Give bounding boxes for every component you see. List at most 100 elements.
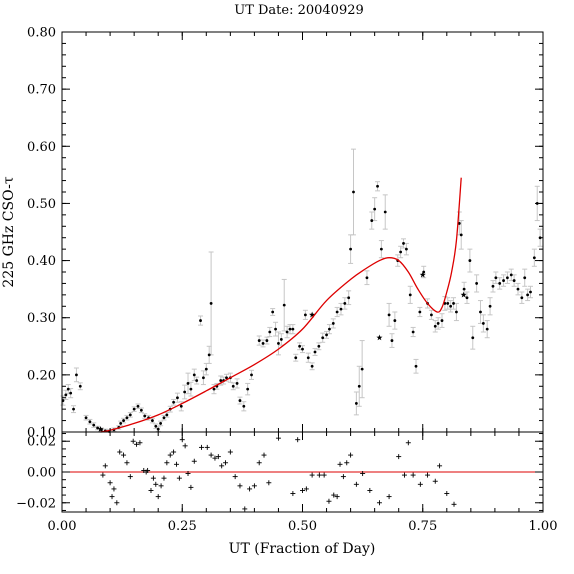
data-point bbox=[288, 327, 292, 331]
data-point bbox=[310, 364, 314, 368]
residual-y-tick-label: 0.02 bbox=[27, 435, 56, 450]
residual-point bbox=[185, 471, 191, 477]
data-point bbox=[532, 256, 536, 260]
data-point bbox=[399, 250, 403, 254]
residual-point bbox=[303, 486, 309, 492]
data-point bbox=[325, 333, 328, 337]
residual-point bbox=[300, 487, 305, 493]
residual-plot-frame bbox=[61, 431, 544, 513]
main-data-points bbox=[61, 184, 542, 433]
data-point bbox=[317, 344, 321, 348]
data-point bbox=[189, 387, 193, 391]
data-point bbox=[313, 350, 317, 354]
data-point bbox=[186, 382, 190, 385]
residual-point bbox=[208, 452, 214, 458]
data-point bbox=[172, 400, 175, 404]
data-point bbox=[136, 404, 140, 408]
residual-point bbox=[432, 478, 438, 484]
residual-point bbox=[321, 472, 327, 478]
data-point bbox=[404, 247, 408, 251]
data-point bbox=[162, 416, 166, 420]
y-tick-label: 0.70 bbox=[27, 83, 56, 98]
data-point bbox=[365, 276, 369, 280]
residual-point bbox=[164, 460, 170, 466]
data-point bbox=[331, 322, 335, 325]
data-point bbox=[360, 367, 364, 371]
data-point bbox=[408, 293, 412, 297]
y-tick-label: 0.20 bbox=[27, 368, 56, 383]
data-point bbox=[387, 313, 391, 317]
residual-point bbox=[353, 481, 359, 487]
data-point bbox=[370, 219, 374, 222]
data-point bbox=[212, 387, 216, 391]
data-point bbox=[303, 313, 307, 317]
residual-point bbox=[266, 480, 272, 486]
data-point bbox=[209, 302, 213, 305]
data-point bbox=[436, 322, 440, 325]
residual-point bbox=[130, 438, 136, 444]
main-y-tick-labels: 0.10 0.20 0.30 0.40 0.50 0.60 0.70 0.80 bbox=[27, 26, 56, 441]
data-point bbox=[373, 207, 377, 211]
x-tick-label: 0.00 bbox=[48, 519, 77, 534]
data-point bbox=[440, 319, 444, 322]
y-tick-label: 0.50 bbox=[27, 197, 56, 212]
data-point bbox=[235, 382, 239, 385]
data-point bbox=[357, 384, 361, 388]
data-point bbox=[471, 336, 475, 340]
data-point bbox=[183, 390, 187, 394]
residual-point bbox=[437, 463, 443, 469]
data-point bbox=[202, 376, 205, 380]
data-point bbox=[301, 347, 304, 351]
data-point bbox=[509, 273, 513, 277]
data-point bbox=[379, 247, 383, 251]
data-point bbox=[491, 284, 495, 288]
data-point bbox=[468, 259, 472, 262]
data-point bbox=[165, 413, 169, 417]
data-point bbox=[84, 416, 88, 420]
data-point bbox=[335, 310, 339, 314]
data-point bbox=[498, 282, 502, 285]
residual-point bbox=[227, 449, 233, 455]
y-tick-label: 0.30 bbox=[27, 311, 56, 326]
x-axis-label: UT (Fraction of Day) bbox=[229, 541, 376, 557]
data-point bbox=[418, 310, 422, 314]
residual-point bbox=[198, 444, 204, 450]
main-panel: 0.10 0.20 0.30 0.40 0.50 0.60 0.70 0.80 225 GHz… bbox=[1, 26, 544, 441]
residual-point bbox=[256, 460, 262, 466]
residual-point bbox=[121, 452, 127, 458]
main-star-markers bbox=[97, 271, 467, 432]
data-point bbox=[414, 364, 418, 368]
residual-panel: −0.02 0.00 0.02 0.00 0.25 0.50 0.75 1.00 UT (F… bbox=[16, 431, 557, 557]
data-point bbox=[204, 367, 208, 371]
data-point bbox=[125, 416, 129, 420]
data-point bbox=[219, 379, 223, 382]
residual-point bbox=[111, 486, 117, 492]
data-point bbox=[246, 387, 250, 391]
residual-point bbox=[150, 475, 156, 481]
data-point bbox=[282, 303, 286, 307]
data-point bbox=[343, 302, 347, 305]
residual-point bbox=[102, 463, 108, 469]
data-point bbox=[139, 408, 143, 412]
residual-point bbox=[158, 483, 164, 489]
data-point bbox=[250, 373, 253, 377]
data-point bbox=[306, 356, 310, 360]
data-point bbox=[455, 310, 458, 314]
data-point bbox=[433, 324, 437, 328]
residual-point bbox=[396, 454, 402, 460]
residual-point bbox=[109, 494, 115, 500]
data-point bbox=[119, 422, 123, 425]
residual-point bbox=[417, 481, 423, 487]
data-point bbox=[75, 373, 78, 377]
residual-point bbox=[114, 500, 120, 506]
residual-point bbox=[348, 452, 354, 458]
data-point bbox=[265, 339, 269, 342]
main-error-bars bbox=[60, 148, 543, 433]
data-point bbox=[195, 379, 199, 382]
residual-point bbox=[451, 501, 457, 507]
residual-point bbox=[212, 455, 218, 461]
residual-point bbox=[153, 481, 159, 487]
residual-point bbox=[176, 475, 182, 481]
residual-y-tick-label: 0.00 bbox=[27, 466, 56, 481]
